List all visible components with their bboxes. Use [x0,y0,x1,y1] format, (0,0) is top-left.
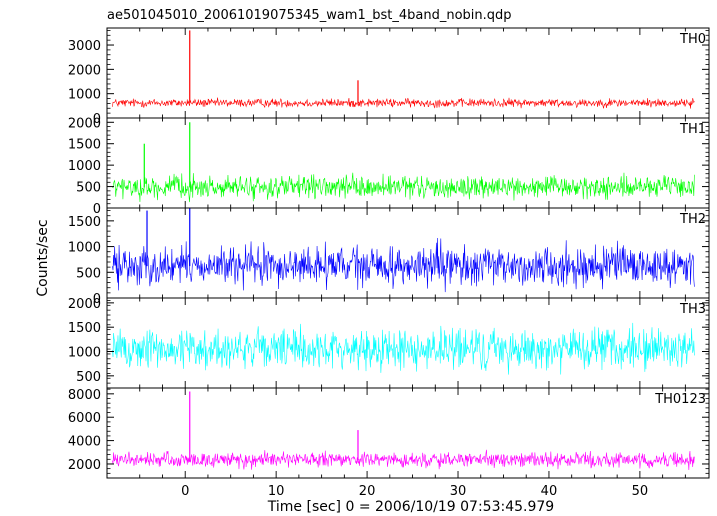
x-tick-label: 10 [268,484,285,499]
series-line-th3 [112,322,695,375]
y-tick-label: 0 [93,292,101,307]
panel-frame-th2 [106,207,710,299]
y-tick-label: 1000 [68,88,101,103]
y-tick-label: 1000 [68,159,101,174]
y-tick-label: 1000 [68,241,101,256]
y-tick-label: 1500 [68,321,101,336]
x-tick-label: 40 [541,484,558,499]
panel-th2: 0 500 1000 1500 TH2 [68,207,710,307]
panel-frame-th0123 [106,387,710,479]
x-axis-label: Time [sec] 0 = 2006/10/19 07:53:45.979 [267,499,554,515]
x-tick-label: 20 [359,484,376,499]
y-tick-label: 3000 [68,39,101,54]
panel-label-th0: TH0 [679,32,706,47]
x-tick-label: 30 [450,484,467,499]
y-axis-label: Counts/sec [35,219,51,296]
series-line-th1 [112,172,695,203]
y-tick-label: 500 [76,266,101,281]
series-line-th2 [112,237,695,293]
y-tick-label: 1000 [68,346,101,361]
x-tick-label: 50 [632,484,649,499]
y-tick-label: 6000 [68,411,101,426]
y-tick-label: 0 [93,112,101,127]
panel-frame-th0 [106,27,710,119]
panel-th0: 0 1000 2000 3000 TH0 [68,27,710,127]
panel-label-th3: TH3 [679,302,706,317]
y-tick-label: 2000 [68,458,101,473]
x-tick-label: 0 [181,484,189,499]
y-tick-label: 8000 [68,388,101,403]
y-tick-label: 2000 [68,297,101,312]
y-tick-label: 2000 [68,63,101,78]
panel-label-th1: TH1 [679,122,706,137]
y-tick-label: 0 [93,202,101,217]
panel-frame-th1 [106,117,710,209]
panel-th1: 0 500 1000 1500 2000 TH1 [68,116,710,217]
panel-label-th2: TH2 [679,212,706,227]
y-tick-label: 500 [76,181,101,196]
y-tick-label: 500 [76,370,101,385]
panel-th3: 500 1000 1500 2000 TH3 [68,297,710,389]
series-line-th0123 [112,449,695,470]
y-tick-label: 1500 [68,138,101,153]
chart-title: ae501045010_20061019075345_wam1_bst_4ban… [107,8,512,23]
y-tick-label: 1500 [68,215,101,230]
y-tick-label: 2000 [68,116,101,131]
y-tick-label: 4000 [68,435,101,450]
panel-label-th0123: TH0123 [654,392,706,407]
series-line-th0 [112,97,695,109]
panel-th0123: 2000 4000 6000 8000 TH0123 [68,387,710,479]
